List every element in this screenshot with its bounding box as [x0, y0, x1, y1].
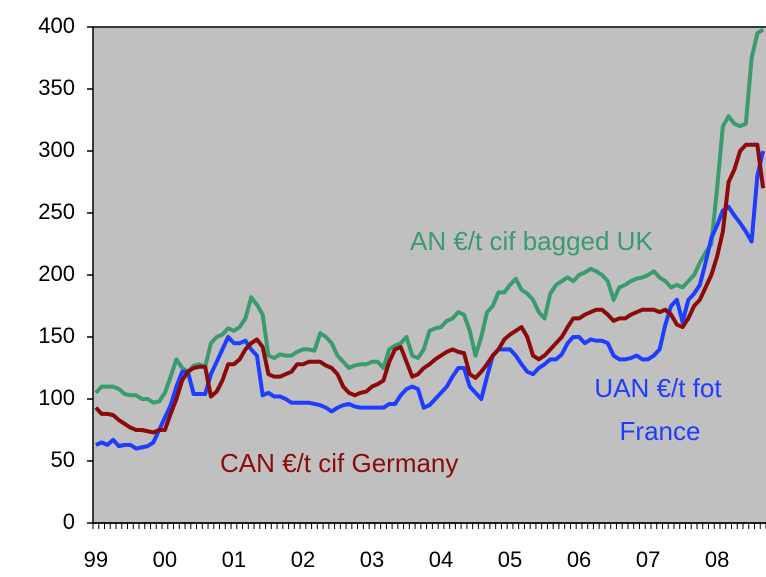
annotation: UAN €/t fot — [594, 373, 722, 403]
x-tick-label: 01 — [222, 547, 246, 572]
series-line — [94, 27, 765, 405]
x-tick-label: 99 — [84, 547, 108, 572]
y-tick-label: 150 — [38, 323, 75, 348]
y-tick-label: 400 — [38, 13, 75, 38]
series-line — [95, 150, 766, 451]
y-tick-label: 100 — [38, 385, 75, 410]
annotation: CAN €/t cif Germany — [220, 448, 458, 478]
x-tick-label: 04 — [429, 547, 453, 572]
y-tick-label: 50 — [51, 447, 75, 472]
x-tick-label: 07 — [636, 547, 660, 572]
x-tick-label: 03 — [360, 547, 384, 572]
y-tick-label: 0 — [63, 509, 75, 534]
plot-area — [92, 26, 766, 524]
annotation: France — [620, 416, 701, 446]
x-tick-label: 08 — [705, 547, 729, 572]
annotation: AN €/t cif bagged UK — [410, 226, 653, 256]
y-tick-label: 200 — [38, 261, 75, 286]
y-tick-label: 350 — [38, 75, 75, 100]
y-tick-label: 250 — [38, 199, 75, 224]
x-tick-label: 05 — [498, 547, 522, 572]
series-line — [94, 142, 766, 435]
x-tick-label: 00 — [153, 547, 177, 572]
y-tick-label: 300 — [38, 137, 75, 162]
x-tick-label: 02 — [291, 547, 315, 572]
x-tick-label: 06 — [567, 547, 591, 572]
